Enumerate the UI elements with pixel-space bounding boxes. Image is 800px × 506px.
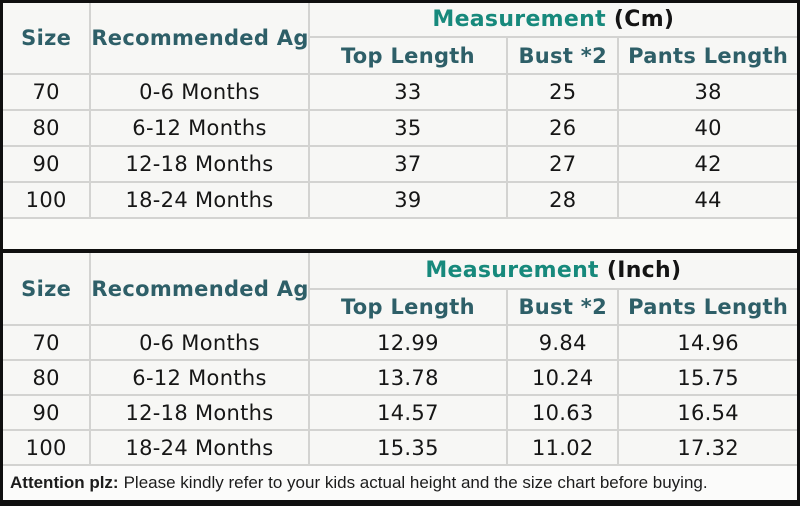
measurement-label: Measurement [425, 258, 599, 283]
attention-note: Attention plz: Please kindly refer to yo… [3, 466, 797, 500]
attention-label: Attention plz: [10, 473, 119, 492]
cell-pants-length: 17.32 [618, 430, 797, 466]
unit-label-cm: (Cm) [613, 7, 675, 32]
cell-pants-length: 44 [618, 182, 797, 219]
cell-size: 90 [3, 146, 92, 183]
cell-age: 0-6 Months [90, 74, 310, 111]
cell-age: 6-12 Months [90, 110, 310, 147]
size-table-inch: Size Recommended Age Measurement (Inch) T… [3, 253, 797, 466]
cell-pants-length: 40 [618, 110, 797, 147]
cell-pants-length: 38 [618, 74, 797, 111]
cell-bust: 28 [507, 182, 620, 219]
cell-top-length: 14.57 [308, 395, 509, 431]
cell-age: 12-18 Months [90, 146, 310, 183]
cell-bust: 10.24 [507, 360, 620, 396]
table-row: 70 0-6 Months 33 25 38 [3, 74, 797, 111]
cell-size: 100 [3, 430, 92, 466]
header-row-sub: Top Length Bust *2 Pants Length [3, 37, 797, 75]
cell-age: 18-24 Months [90, 182, 310, 219]
unit-label-inch: (Inch) [606, 258, 682, 283]
cell-top-length: 37 [308, 146, 509, 183]
cell-age: 18-24 Months [90, 430, 310, 466]
cell-pants-length: 15.75 [618, 360, 797, 396]
cell-size: 100 [3, 182, 92, 219]
table-row: 80 6-12 Months 35 26 40 [3, 110, 797, 147]
cell-size: 80 [3, 110, 92, 147]
cell-pants-length: 16.54 [618, 395, 797, 431]
measurement-label: Measurement [432, 7, 606, 32]
cell-size: 90 [3, 395, 92, 431]
cell-bust: 27 [507, 146, 620, 183]
cell-size: 70 [3, 325, 92, 361]
cell-age: 12-18 Months [90, 395, 310, 431]
col-header-age: Recommended Age [90, 253, 310, 326]
table-row: 90 12-18 Months 14.57 10.63 16.54 [3, 395, 797, 431]
header-row-title: Size Recommended Age Measurement (Inch) [3, 253, 797, 326]
cell-bust: 26 [507, 110, 620, 147]
cell-bust: 25 [507, 74, 620, 111]
cell-bust: 11.02 [507, 430, 620, 466]
cell-top-length: 39 [308, 182, 509, 219]
cell-age: 6-12 Months [90, 360, 310, 396]
col-header-bust: Bust *2 [507, 37, 620, 75]
cell-top-length: 15.35 [308, 430, 509, 466]
table-row: 100 18-24 Months 15.35 11.02 17.32 [3, 430, 797, 466]
col-header-pants-length: Pants Length [618, 289, 797, 326]
cell-age: 0-6 Months [90, 325, 310, 361]
size-table-cm: Size Recommended Age Measurement (Cm) Top… [3, 3, 797, 219]
cell-top-length: 35 [308, 110, 509, 147]
cell-top-length: 33 [308, 74, 509, 111]
col-header-size: Size [3, 3, 92, 75]
cell-size: 80 [3, 360, 92, 396]
col-header-age: Recommended Age [90, 3, 310, 75]
attention-text: Please kindly refer to your kids actual … [123, 473, 708, 492]
col-header-top-length: Top Length [308, 289, 509, 326]
table-row: 100 18-24 Months 39 28 44 [3, 182, 797, 219]
cell-bust: 10.63 [507, 395, 620, 431]
section-divider [3, 249, 797, 253]
cell-top-length: 12.99 [308, 325, 509, 361]
cell-top-length: 13.78 [308, 360, 509, 396]
cell-pants-length: 42 [618, 146, 797, 183]
col-header-size: Size [3, 253, 92, 326]
measurement-cm-title: Measurement (Cm) [308, 3, 797, 38]
measurement-inch-title: Measurement (Inch) [308, 253, 797, 290]
col-header-top-length: Top Length [308, 37, 509, 75]
cell-bust: 9.84 [507, 325, 620, 361]
cell-size: 70 [3, 74, 92, 111]
table-gap [3, 219, 797, 249]
col-header-pants-length: Pants Length [618, 37, 797, 75]
table-row: 80 6-12 Months 13.78 10.24 15.75 [3, 360, 797, 396]
col-header-bust: Bust *2 [507, 289, 620, 326]
header-row-title: Size Recommended Age Measurement (Cm) [3, 3, 797, 75]
table-row: 90 12-18 Months 37 27 42 [3, 146, 797, 183]
table-row: 70 0-6 Months 12.99 9.84 14.96 [3, 325, 797, 361]
cell-pants-length: 14.96 [618, 325, 797, 361]
header-row-sub: Top Length Bust *2 Pants Length [3, 289, 797, 326]
